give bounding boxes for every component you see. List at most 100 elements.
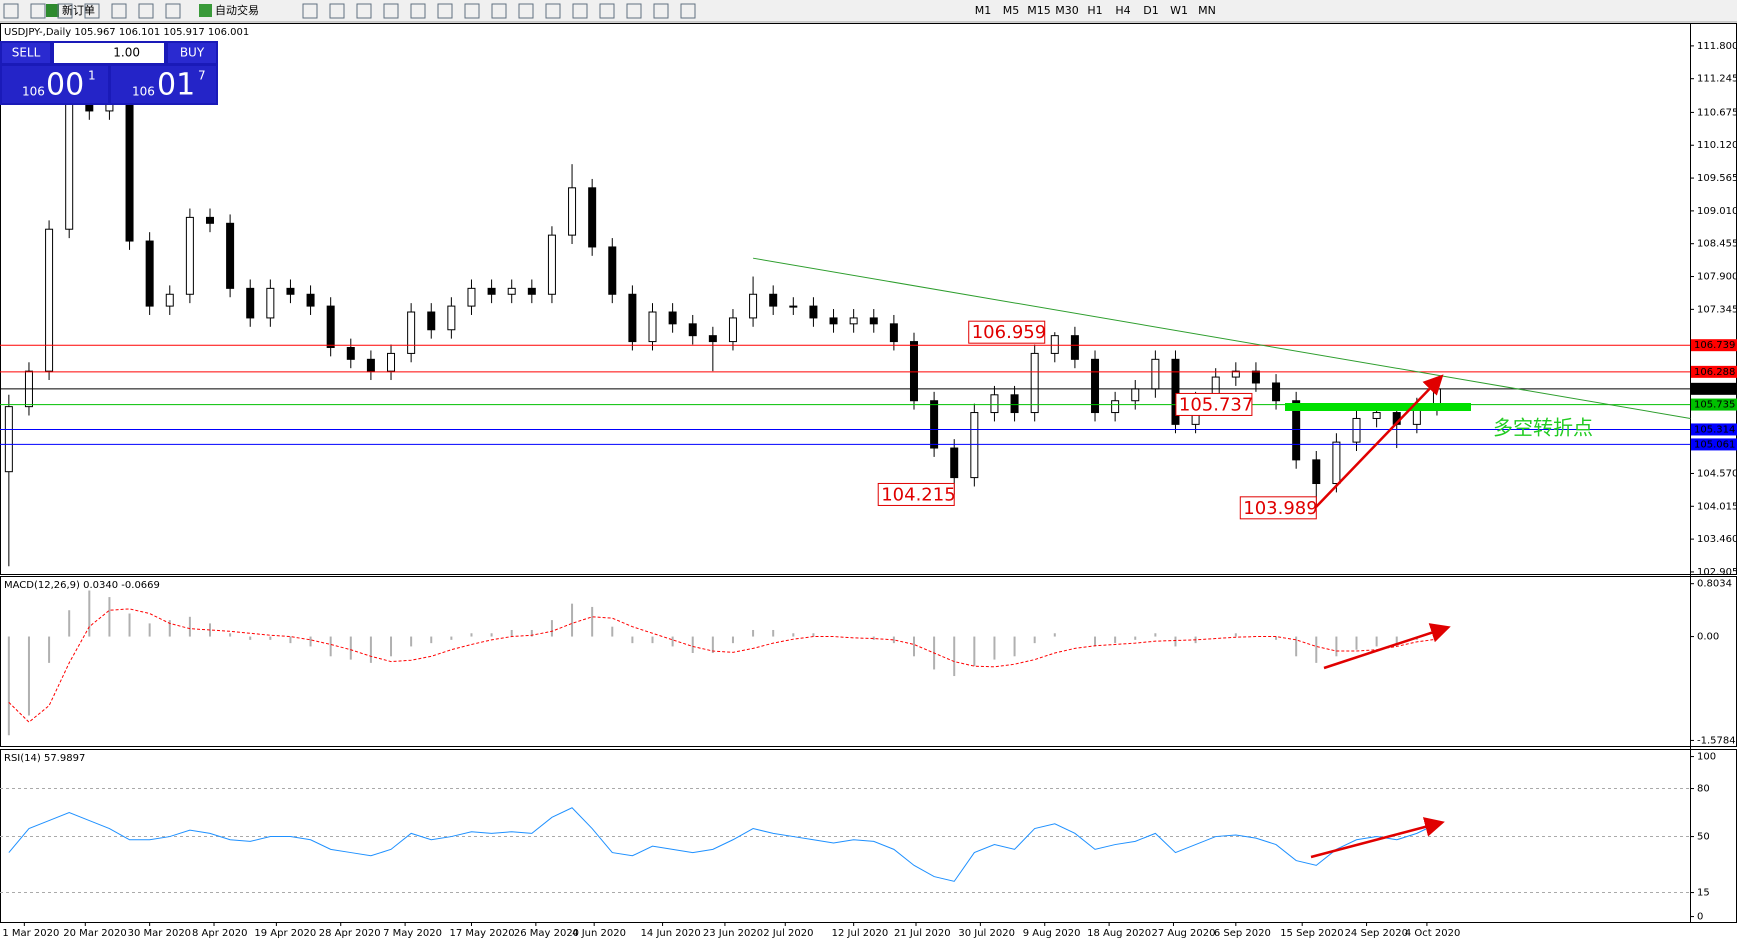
y-tick-label: 0.00 [1697,632,1719,643]
candle-body [628,293,637,343]
rsi-line [8,807,1438,882]
toolbar-button[interactable]: 自动交易 [215,3,259,17]
bid-box[interactable] [2,66,108,103]
ask-frac: 7 [198,69,206,83]
timeframe-button[interactable]: H4 [1115,4,1130,17]
level-label: 105.735 [1694,400,1735,411]
level-label: 106.288 [1694,367,1735,378]
rsi-arrow [1310,817,1445,859]
candle-body [306,293,315,307]
x-tick-label: 19 Apr 2020 [254,928,316,939]
level-label-bg [1691,382,1737,395]
timeframe-button[interactable]: M15 [1027,4,1051,17]
y-tick-label: 0.8034 [1697,579,1732,590]
candle-body [145,240,154,307]
candle-body [487,287,496,295]
toolbar-button[interactable]: 新订单 [62,3,95,17]
toolbar-icon [680,3,696,19]
toolbar-icon [464,3,480,19]
toolbar-icon [329,3,345,19]
green-zone-bar [1285,403,1471,411]
macd-arrow [1323,623,1451,670]
annotation-label: 104.215 [881,484,955,505]
candle-body [286,287,295,295]
candle-body [1231,370,1240,378]
candle-body [165,293,174,307]
x-tick-label: 28 Apr 2020 [319,928,381,939]
y-tick-label: 107.345 [1697,304,1737,315]
candle-body [1272,382,1281,402]
candle-body [668,311,677,325]
macd-signal [8,608,1438,723]
x-tick-label: 15 Sep 2020 [1280,928,1343,939]
sell-button[interactable] [2,43,50,63]
bid-frac: 1 [88,69,96,83]
timeframe-button[interactable]: M30 [1055,4,1079,17]
toolbar-icon [545,3,561,19]
buy-label: BUY [180,46,205,60]
level-label: 105.314 [1694,424,1735,435]
pane-title: RSI(14) 57.9897 [4,753,85,764]
candle-body [769,293,778,307]
x-tick-label: 12 Jul 2020 [832,928,889,939]
y-tick-label: 109.010 [1697,206,1737,217]
annotation-box [1175,392,1253,416]
candle-body [427,311,436,331]
toolbar-icon [57,3,73,19]
timeframe-button[interactable]: M5 [1003,4,1020,17]
y-tick-label: 111.245 [1697,74,1737,85]
y-tick-label: 0 [1697,912,1703,923]
candle-body [869,317,878,325]
candle-body [708,335,717,343]
candle-body [1050,335,1059,354]
x-tick-label: 26 May 2020 [514,928,579,939]
candle-body [205,216,214,224]
candle-body [185,216,194,295]
candle-body [366,358,375,372]
annotation-box [877,482,955,506]
x-tick-label: 1 Mar 2020 [2,928,59,939]
candle-body [1171,358,1180,425]
rsi-pane-border [0,749,1737,923]
lot-value: 1.00 [113,46,140,60]
plot: USDJPY-,Daily 105.967 106.101 105.917 10… [0,27,1737,939]
annotation-box [968,320,1046,344]
candle-body [1372,412,1381,419]
level-label-bg [1691,438,1737,451]
ask-pips: 01 [157,68,195,103]
candle-body [1091,358,1100,414]
main-pane-border [0,23,1737,575]
x-tick-label: 18 Aug 2020 [1087,928,1151,939]
timeframe-button[interactable]: M1 [975,4,992,17]
candle-body [246,287,255,319]
timeframe-button[interactable]: H1 [1087,4,1102,17]
candle-body [1010,394,1019,414]
toolbar-icon [302,3,318,19]
toolbar-icon [3,3,19,19]
x-tick-label: 24 Sep 2020 [1345,928,1408,939]
toolbar-icon [30,3,46,19]
candle-body [1070,335,1079,360]
buy-button[interactable] [168,43,216,63]
x-tick-label: 8 Apr 2020 [192,928,247,939]
candle-body [829,317,838,325]
ask-box[interactable] [111,66,216,103]
timeframe-button[interactable]: W1 [1170,4,1188,17]
timeframe-button[interactable]: MN [1198,4,1216,17]
y-tick-label: 104.570 [1697,468,1737,479]
y-tick-label: 50 [1697,832,1710,843]
candle-body [1111,400,1120,414]
x-tick-label: 21 Jul 2020 [894,928,951,939]
lot-input[interactable] [54,43,164,63]
level-label-bg [1691,398,1737,411]
x-tick-label: 4 Jun 2020 [572,928,626,939]
annotation-box [1239,496,1317,520]
y-tick-label: 107.900 [1697,272,1737,283]
timeframe-button[interactable]: D1 [1143,4,1158,17]
candle-body [728,317,737,343]
candle-body [588,187,597,248]
toolbar [0,0,1737,22]
candle-body [547,234,556,295]
level-label: 106.001 [1694,384,1735,395]
